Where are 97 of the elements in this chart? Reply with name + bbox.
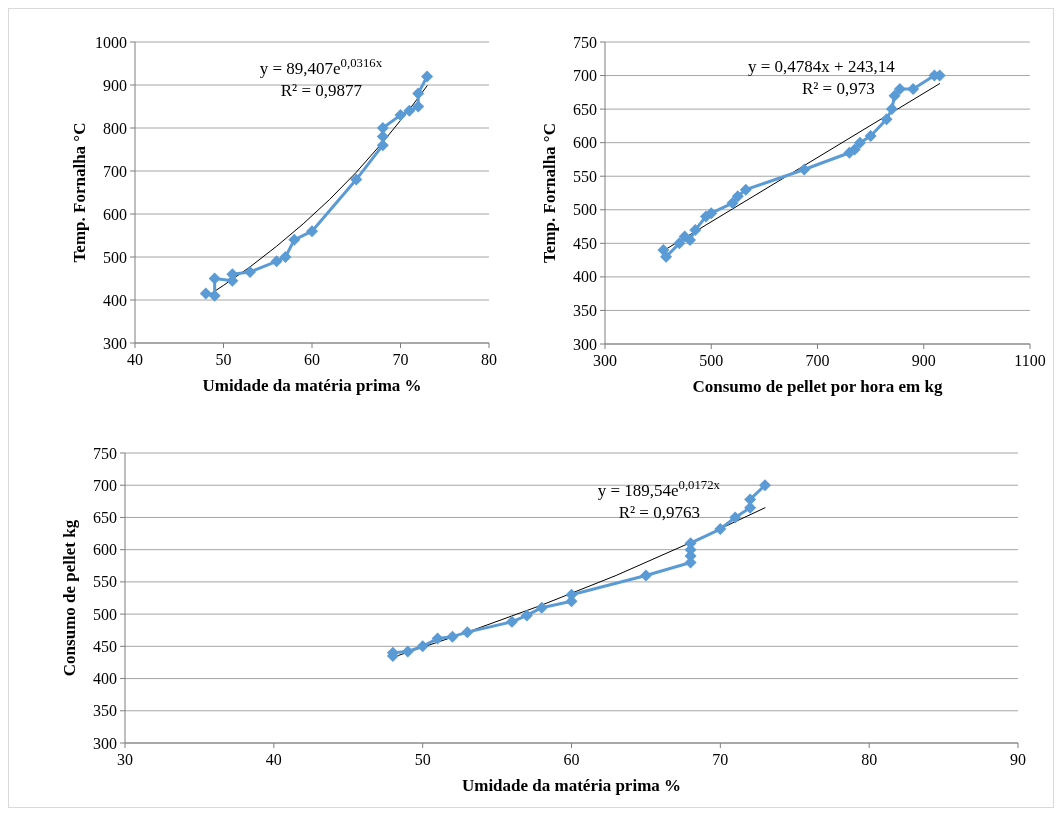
y-tick-label: 700 [103, 162, 127, 180]
x-tick-label: 60 [563, 751, 580, 768]
point [714, 523, 727, 536]
point [639, 569, 652, 582]
x-tick-label: 40 [127, 351, 143, 368]
y-tick-label: 500 [93, 605, 117, 623]
y-tick-label: 900 [103, 76, 127, 94]
y-tick-label: 650 [573, 100, 597, 118]
point [288, 233, 301, 246]
annotation: R² = 0,9877 [280, 80, 363, 100]
point [461, 626, 474, 639]
x-tick-label: 900 [911, 352, 936, 369]
x-tick-label: 80 [861, 751, 878, 768]
y-axis-title: Temp. Fornalha °C [70, 122, 89, 263]
x-tick-label: 70 [712, 751, 729, 768]
point [421, 70, 434, 83]
x-tick-label: 60 [304, 351, 320, 368]
x-tick-label: 500 [699, 352, 724, 369]
y-tick-label: 650 [93, 509, 117, 527]
y-tick-label: 500 [103, 248, 127, 266]
y-tick-label: 450 [573, 234, 597, 252]
x-axis-title: Umidade da matéria prima % [202, 376, 422, 395]
annotation: y = 189,54e$^{0,0172x}$ [597, 477, 721, 500]
point [505, 615, 518, 628]
y-tick-label: 700 [573, 67, 597, 85]
point [401, 645, 414, 658]
y-tick-label: 400 [103, 291, 127, 309]
annotation: R² = 0,973 [801, 78, 875, 98]
point [279, 251, 292, 263]
y-tick-label: 1000 [95, 33, 127, 51]
point [907, 82, 920, 95]
x-tick-label: 1100 [1014, 352, 1046, 369]
point [731, 190, 744, 203]
point [520, 609, 533, 622]
y-tick-label: 300 [93, 734, 117, 752]
y-tick-label: 450 [93, 637, 117, 655]
point [673, 237, 686, 250]
point [684, 233, 696, 246]
point [893, 82, 906, 95]
point [403, 104, 416, 117]
annotation: y = 89,407e$^{0,0316x}$ [259, 55, 383, 78]
x-tick-label: 50 [414, 751, 431, 768]
point [729, 511, 742, 524]
y-tick-label: 350 [93, 702, 117, 720]
point [270, 255, 283, 268]
x-axis-title: Umidade da matéria prima % [461, 776, 682, 795]
y-tick-label: 500 [573, 201, 597, 219]
point [446, 630, 459, 643]
annotation: y = 0,4784x + 243,14 [748, 56, 896, 76]
point [535, 601, 548, 614]
x-tick-label: 30 [117, 751, 133, 768]
y-tick-label: 550 [93, 573, 117, 591]
point [885, 103, 898, 116]
x-tick-label: 40 [265, 751, 282, 768]
y-tick-label: 750 [93, 444, 117, 462]
x-tick-label: 90 [1010, 751, 1026, 768]
point [888, 89, 901, 102]
x-tick-label: 300 [593, 352, 617, 369]
point [880, 113, 893, 126]
point [244, 266, 257, 279]
point [416, 640, 429, 653]
point [431, 632, 444, 645]
y-axis-title: Consumo de pellet kg [60, 519, 79, 677]
point [689, 223, 702, 236]
y-tick-label: 700 [93, 476, 117, 494]
y-tick-label: 550 [573, 167, 597, 185]
x-axis-title: Consumo de pellet por hora em kg [692, 377, 943, 396]
y-tick-label: 800 [103, 119, 127, 137]
y-tick-label: 400 [573, 268, 597, 286]
point [208, 272, 221, 285]
x-tick-label: 700 [805, 352, 830, 369]
point [199, 287, 212, 300]
point [739, 183, 752, 196]
y-axis-title: Temp. Fornalha °C [540, 123, 559, 263]
point [412, 87, 425, 100]
y-tick-label: 600 [573, 134, 597, 152]
x-tick-label: 50 [215, 351, 232, 368]
x-tick-label: 80 [481, 351, 497, 368]
point [412, 100, 425, 113]
point [798, 163, 811, 176]
y-tick-label: 350 [573, 302, 597, 320]
point [726, 197, 739, 210]
point [394, 109, 407, 122]
y-tick-label: 400 [93, 670, 117, 688]
point [350, 173, 363, 186]
y-tick-label: 300 [103, 334, 127, 352]
point [854, 136, 866, 149]
annotation: R² = 0,9763 [618, 502, 700, 522]
y-tick-label: 600 [103, 205, 127, 223]
point [864, 129, 877, 142]
y-tick-label: 300 [573, 335, 597, 353]
y-tick-label: 750 [573, 33, 597, 51]
point [376, 122, 389, 134]
point [758, 479, 771, 492]
x-tick-label: 70 [392, 351, 409, 368]
point [306, 225, 318, 238]
y-tick-label: 600 [93, 541, 117, 559]
